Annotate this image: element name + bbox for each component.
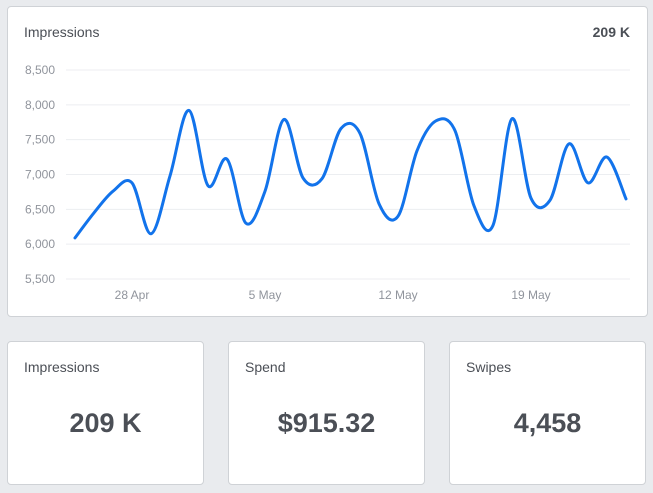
x-tick-label: 5 May [249, 288, 282, 302]
x-tick-label: 28 Apr [115, 288, 150, 302]
chart-title: Impressions [24, 24, 100, 40]
stat-card-swipes: Swipes 4,458 [449, 341, 646, 485]
chart-total: 209 K [592, 24, 630, 40]
impressions-series-line[interactable] [73, 108, 628, 240]
y-tick-label: 6,000 [25, 237, 55, 251]
stat-value: $915.32 [277, 408, 376, 438]
x-tick-label: 19 May [511, 288, 550, 302]
stat-value: 209 K [69, 408, 142, 438]
stat-label: Impressions [24, 359, 100, 375]
stat-label: Spend [245, 359, 286, 375]
y-tick-label: 6,500 [25, 202, 55, 216]
impressions-line-chart[interactable]: 8,500 8,000 7,500 7,000 6,500 6,000 5,500 28 Ap… [8, 7, 649, 318]
stat-card-impressions: Impressions 209 K [7, 341, 204, 485]
y-tick-label: 5,500 [25, 272, 55, 286]
stat-label: Swipes [466, 359, 512, 375]
stat-card-spend: Spend $915.32 [228, 341, 425, 485]
impressions-chart-card: Impressions 209 K 8,500 8,000 7,500 7,000 6,… [7, 6, 648, 317]
x-tick-label: 12 May [378, 288, 417, 302]
stat-value: 4,458 [513, 408, 582, 438]
y-tick-label: 8,000 [25, 98, 55, 112]
y-tick-label: 7,000 [25, 168, 55, 182]
y-tick-label: 7,500 [25, 133, 55, 147]
y-tick-label: 8,500 [25, 63, 55, 77]
